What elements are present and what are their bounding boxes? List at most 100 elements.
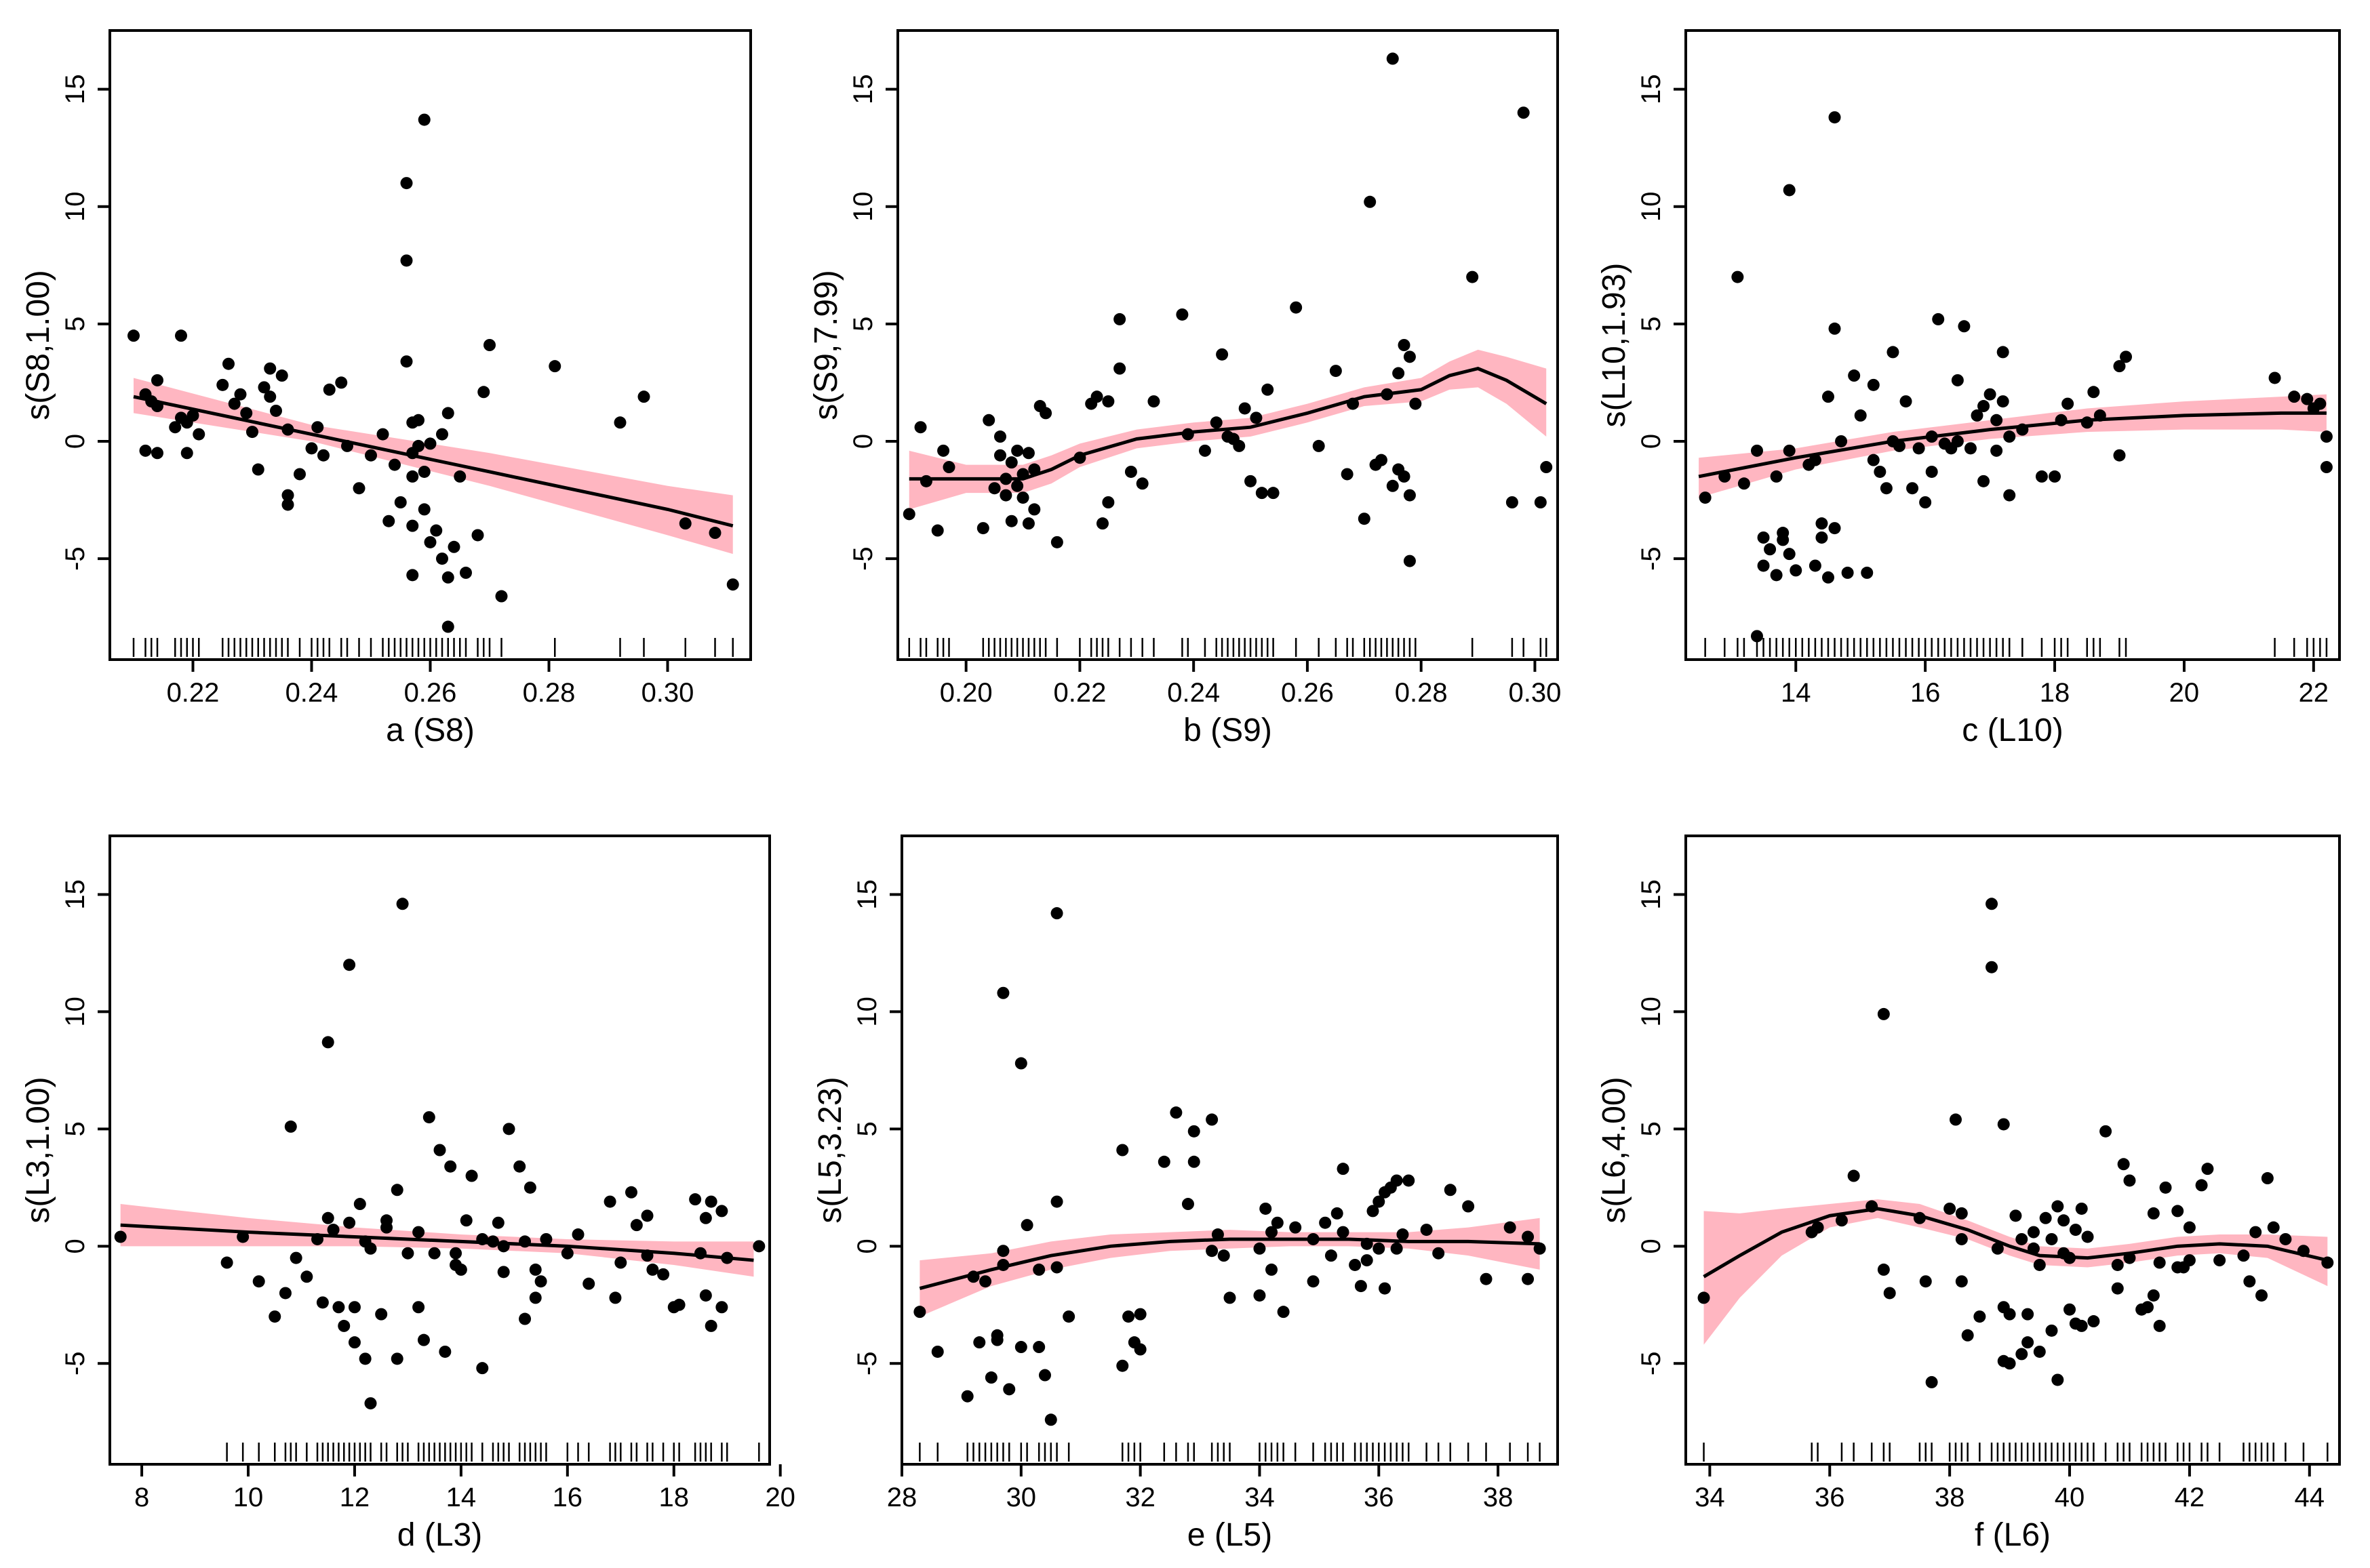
data-point xyxy=(1996,395,2009,408)
data-point xyxy=(1102,395,1115,408)
data-point xyxy=(715,1301,728,1314)
data-point xyxy=(1409,397,1422,410)
data-point xyxy=(1503,1221,1516,1234)
data-point xyxy=(657,1268,670,1281)
data-point xyxy=(2033,1345,2046,1358)
confidence-band xyxy=(134,378,733,555)
data-point xyxy=(2243,1275,2256,1288)
data-point xyxy=(234,388,247,401)
data-point xyxy=(321,1036,334,1049)
data-point xyxy=(1828,111,1841,124)
data-point xyxy=(258,381,271,394)
data-point xyxy=(264,390,277,403)
y-tick-label: 15 xyxy=(848,74,878,104)
data-point xyxy=(1462,1200,1475,1213)
data-point xyxy=(1961,1329,1974,1342)
data-point xyxy=(365,449,377,462)
confidence-band xyxy=(1703,1199,2328,1345)
data-point xyxy=(1919,496,1932,508)
y-tick-label: 10 xyxy=(1636,997,1666,1027)
data-point xyxy=(1867,378,1880,391)
x-tick-label: 16 xyxy=(553,1483,583,1512)
data-point xyxy=(1307,1275,1320,1288)
y-tick-label: 0 xyxy=(1636,1239,1666,1253)
data-point xyxy=(1253,1242,1266,1255)
data-point xyxy=(1113,362,1126,375)
data-point xyxy=(1883,1287,1896,1300)
data-point xyxy=(513,1160,526,1173)
data-point xyxy=(1517,106,1530,119)
data-point xyxy=(396,898,409,910)
data-point xyxy=(2268,371,2281,384)
y-axis-label: s(S8,1.00) xyxy=(20,270,56,420)
data-point xyxy=(376,428,389,441)
data-point xyxy=(127,329,140,342)
data-point xyxy=(412,439,424,452)
data-point xyxy=(997,1245,1010,1258)
data-point xyxy=(1364,195,1377,208)
data-point xyxy=(1016,491,1029,504)
data-point xyxy=(2120,350,2133,363)
panel-4: 8 10 12 14 16 18 20 -5 0 5 10 15 d (L3) s(L3,1.00) xyxy=(20,835,795,1553)
data-point xyxy=(625,1186,637,1199)
data-point xyxy=(1835,435,1848,447)
data-point xyxy=(2061,397,2074,410)
data-point xyxy=(943,461,955,474)
data-point xyxy=(1432,1247,1445,1260)
data-point xyxy=(1398,339,1410,351)
data-point xyxy=(497,1266,510,1279)
data-point xyxy=(976,522,989,535)
data-point xyxy=(1090,390,1103,403)
data-point xyxy=(400,177,413,190)
data-point xyxy=(614,416,627,429)
data-point xyxy=(1206,1245,1219,1258)
data-point xyxy=(2111,1282,2124,1295)
y-tick-label: 5 xyxy=(852,1121,882,1136)
data-point xyxy=(2087,386,2100,399)
data-point xyxy=(1116,1359,1129,1372)
data-point xyxy=(1398,470,1410,483)
data-point xyxy=(441,571,454,584)
x-tick-label: 0.24 xyxy=(285,678,338,708)
data-point xyxy=(997,986,1010,999)
data-point xyxy=(1790,564,1802,577)
y-tick-label: 0 xyxy=(852,1239,882,1253)
data-point xyxy=(1983,388,1996,401)
data-point xyxy=(2301,393,2314,405)
data-point xyxy=(1223,1291,1236,1304)
data-point xyxy=(673,1298,686,1311)
x-tick-label: 44 xyxy=(2295,1483,2325,1512)
data-point xyxy=(460,1214,473,1227)
data-point xyxy=(582,1277,595,1290)
confidence-band xyxy=(1699,394,2327,498)
data-point xyxy=(1764,543,1777,556)
data-point xyxy=(641,1209,654,1222)
data-point xyxy=(1253,1289,1266,1302)
data-point xyxy=(2045,1324,2058,1337)
data-point xyxy=(1420,1224,1433,1237)
data-point xyxy=(1011,479,1024,492)
data-point xyxy=(993,449,1006,462)
data-point xyxy=(973,1336,986,1349)
data-point xyxy=(604,1195,616,1208)
data-point xyxy=(2009,1209,2022,1222)
data-point xyxy=(1366,1205,1379,1218)
data-point xyxy=(1050,907,1063,920)
data-point xyxy=(151,447,163,460)
data-point xyxy=(1505,496,1518,508)
x-tick-label: 34 xyxy=(1695,1483,1725,1512)
data-point xyxy=(433,1144,446,1157)
data-point xyxy=(1925,1375,1938,1388)
y-axis-label: s(L3,1.00) xyxy=(20,1077,56,1223)
data-point xyxy=(417,1333,430,1346)
data-point xyxy=(359,1352,372,1365)
data-point xyxy=(2027,1226,2040,1239)
data-point xyxy=(114,1230,127,1243)
data-point xyxy=(394,496,407,508)
data-point xyxy=(252,1275,265,1288)
data-point xyxy=(529,1263,542,1276)
x-axis-label: c (L10) xyxy=(1962,712,2063,748)
data-point xyxy=(529,1291,542,1304)
data-point xyxy=(1867,454,1880,466)
data-point xyxy=(424,536,437,548)
